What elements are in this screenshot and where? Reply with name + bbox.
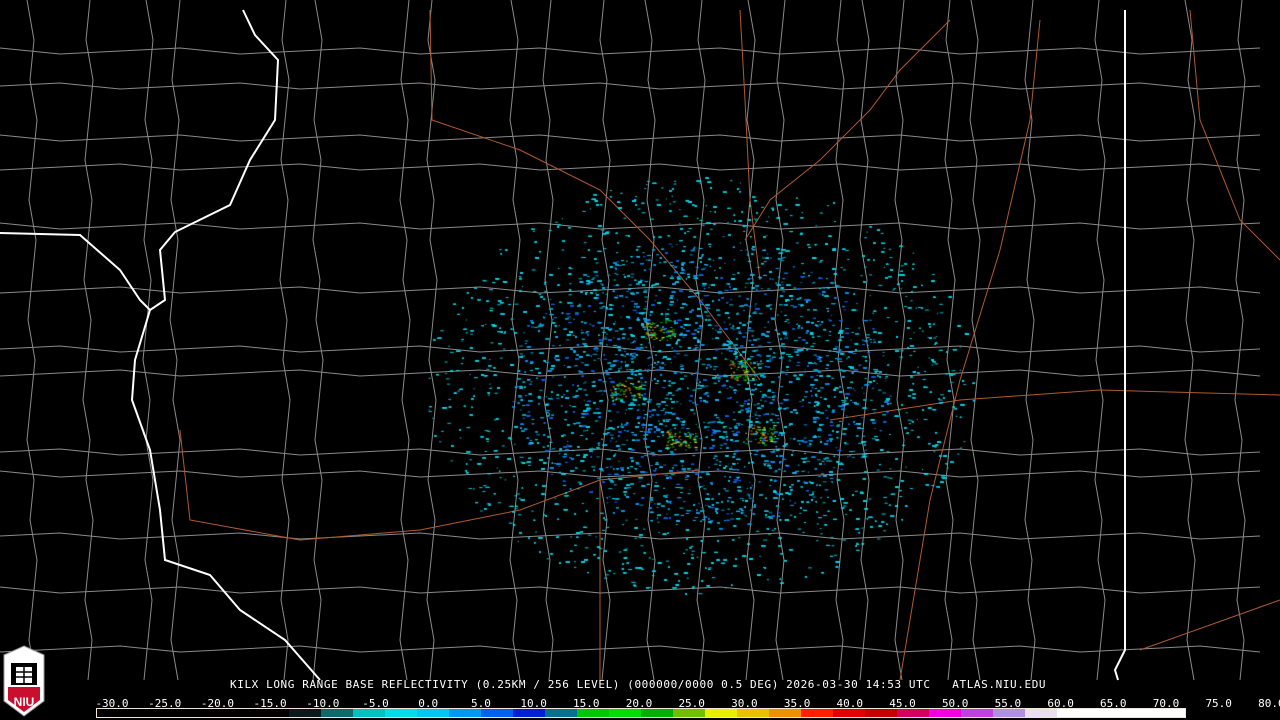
colorbar-label: -20.0 bbox=[200, 697, 234, 710]
colorbar-swatch bbox=[1089, 709, 1121, 717]
colorbar-label: 35.0 bbox=[783, 697, 811, 710]
colorbar-swatch bbox=[737, 709, 769, 717]
colorbar-swatch bbox=[993, 709, 1025, 717]
colorbar-swatch bbox=[193, 709, 225, 717]
colorbar-label: -15.0 bbox=[253, 697, 287, 710]
colorbar-label: 5.0 bbox=[470, 697, 491, 710]
colorbar-label: 50.0 bbox=[941, 697, 969, 710]
colorbar-label: -25.0 bbox=[148, 697, 182, 710]
colorbar-swatch bbox=[353, 709, 385, 717]
colorbar-label: 65.0 bbox=[1100, 697, 1127, 710]
colorbar-swatch bbox=[225, 709, 257, 717]
colorbar-swatch bbox=[161, 709, 193, 717]
colorbar-swatch bbox=[449, 709, 481, 717]
colorbar-swatch bbox=[385, 709, 417, 717]
colorbar-swatch bbox=[129, 709, 161, 717]
colorbar-label: 60.0 bbox=[1047, 697, 1074, 710]
colorbar-label: 15.0 bbox=[573, 697, 600, 710]
colorbar-label: -30.0 bbox=[95, 697, 129, 710]
colorbar-swatch bbox=[1153, 709, 1185, 717]
colorbar-label: 10.0 bbox=[520, 697, 547, 710]
colorbar-label: 25.0 bbox=[678, 697, 705, 710]
colorbar-label: 45.0 bbox=[889, 697, 916, 710]
colorbar-labels: -30.0 -25.0 -20.0 -15.0 -10.0 -5.0 0.0 5.0 10.0 1… bbox=[0, 697, 1280, 710]
colorbar-swatch bbox=[961, 709, 993, 717]
colorbar-swatch bbox=[1057, 709, 1089, 717]
colorbar-swatch bbox=[769, 709, 801, 717]
colorbar-swatch bbox=[257, 709, 289, 717]
colorbar-label: 70.0 bbox=[1152, 697, 1180, 710]
colorbar-swatch bbox=[289, 709, 321, 717]
logo-text: NIU bbox=[14, 695, 35, 709]
colorbar-label: 0.0 bbox=[418, 697, 439, 710]
colorbar-label: 20.0 bbox=[625, 697, 653, 710]
colorbar-label: 80.0 bbox=[1258, 697, 1280, 710]
colorbar-swatch bbox=[481, 709, 513, 717]
niu-logo: NIU bbox=[3, 645, 45, 717]
colorbar bbox=[96, 708, 1186, 718]
colorbar-swatch bbox=[641, 709, 673, 717]
colorbar-swatch bbox=[513, 709, 545, 717]
colorbar-label: 75.0 bbox=[1205, 697, 1232, 710]
colorbar-swatch bbox=[577, 709, 609, 717]
colorbar-swatch bbox=[321, 709, 353, 717]
colorbar-label: -10.0 bbox=[306, 697, 340, 710]
colorbar-swatch bbox=[417, 709, 449, 717]
colorbar-label: 30.0 bbox=[731, 697, 758, 710]
colorbar-swatch bbox=[673, 709, 705, 717]
colorbar-swatch bbox=[929, 709, 961, 717]
colorbar-swatch bbox=[865, 709, 897, 717]
colorbar-label: 55.0 bbox=[994, 697, 1022, 710]
colorbar-swatch bbox=[1121, 709, 1153, 717]
colorbar-swatch bbox=[545, 709, 577, 717]
colorbar-label: -5.0 bbox=[362, 697, 389, 710]
colorbar-swatch bbox=[609, 709, 641, 717]
colorbar-swatch bbox=[833, 709, 865, 717]
colorbar-swatch bbox=[897, 709, 929, 717]
colorbar-swatch bbox=[705, 709, 737, 717]
colorbar-swatch bbox=[801, 709, 833, 717]
colorbar-swatch bbox=[97, 709, 129, 717]
product-title: KILX LONG RANGE BASE REFLECTIVITY (0.25K… bbox=[230, 678, 1047, 691]
colorbar-label: 40.0 bbox=[836, 697, 864, 710]
colorbar-swatch bbox=[1025, 709, 1057, 717]
